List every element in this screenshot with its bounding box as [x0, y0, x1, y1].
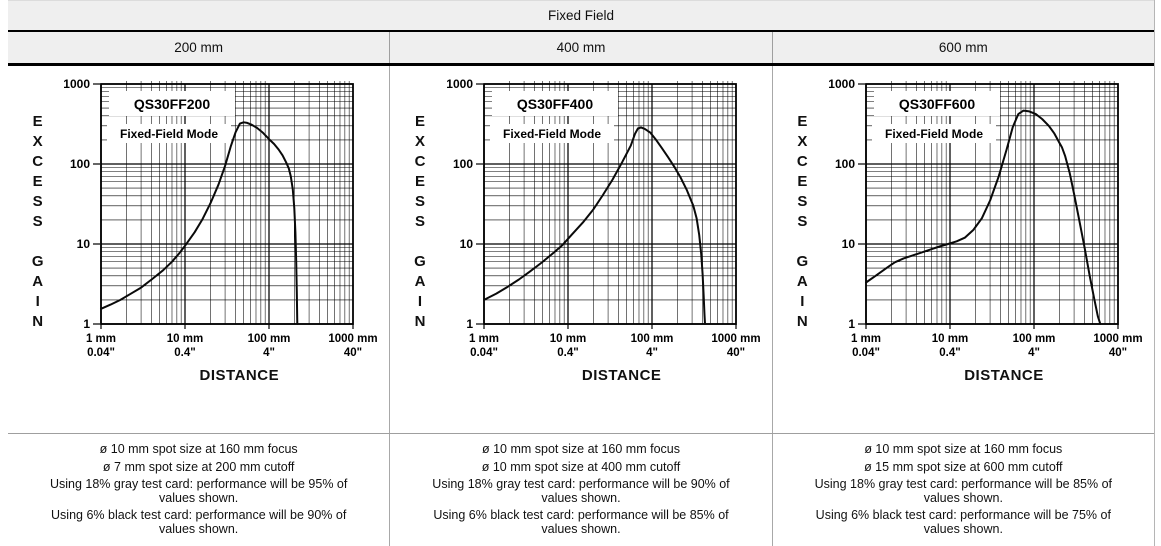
svg-text:Fixed-Field Mode: Fixed-Field Mode [120, 127, 218, 141]
excess-gain-chart-qs30ff400: QS30FF400 Fixed-Field Mode 1 10 100 1000 1 mm 0… [446, 77, 760, 359]
svg-text:1000: 1000 [64, 77, 91, 91]
chart-area-400mm: E X C E S S G A I N QS30FF400 Fixed-Field… [390, 72, 771, 384]
column-header-200mm: 200 mm [8, 32, 391, 63]
svg-text:4": 4" [1028, 347, 1040, 359]
svg-text:1000 mm: 1000 mm [711, 333, 760, 345]
column-header-400mm: 400 mm [390, 32, 773, 63]
notes-200mm: ø 10 mm spot size at 160 mm focus ø 7 mm… [8, 434, 391, 546]
svg-text:100 mm: 100 mm [630, 333, 673, 345]
note-spot-focus: ø 10 mm spot size at 160 mm focus [481, 442, 680, 456]
svg-text:0.04": 0.04" [470, 347, 498, 359]
note-black-card: Using 6% black test card: performance wi… [51, 508, 347, 536]
svg-text:10 mm: 10 mm [167, 333, 203, 345]
notes-600mm: ø 10 mm spot size at 160 mm focus ø 15 m… [773, 434, 1154, 546]
svg-text:1: 1 [466, 317, 473, 331]
svg-text:100: 100 [453, 157, 473, 171]
svg-text:10: 10 [77, 237, 91, 251]
y-axis-label-excess-gain: E X C E S S G A I N [414, 113, 426, 330]
svg-text:Fixed-Field Mode: Fixed-Field Mode [503, 127, 601, 141]
svg-text:1: 1 [848, 317, 855, 331]
table-title-row: Fixed Field [8, 0, 1154, 32]
svg-text:0.4": 0.4" [175, 347, 196, 359]
chart-area-600mm: E X C E S S G A I N QS30FF600 Fixed-Field… [773, 72, 1154, 384]
svg-text:1000 mm: 1000 mm [1093, 333, 1142, 345]
svg-text:100: 100 [70, 157, 90, 171]
note-gray-card: Using 18% gray test card: performance wi… [814, 477, 1112, 505]
svg-text:QS30FF600: QS30FF600 [899, 96, 975, 112]
notes-row: ø 10 mm spot size at 160 mm focus ø 7 mm… [8, 433, 1154, 546]
svg-text:10: 10 [842, 237, 856, 251]
svg-text:1000: 1000 [828, 77, 855, 91]
y-axis-label-excess-gain: E X C E S S G A I N [796, 113, 809, 330]
note-gray-card: Using 18% gray test card: performance wi… [49, 477, 348, 505]
svg-text:4": 4" [263, 347, 275, 359]
svg-text:100 mm: 100 mm [248, 333, 291, 345]
excess-gain-chart-qs30ff600: QS30FF600 Fixed-Field Mode 1 10 100 1000 1 mm 0… [828, 77, 1142, 359]
chart-panel-600mm: E X C E S S G A I N QS30FF600 Fixed-Field… [773, 66, 1154, 433]
note-spot-focus: ø 10 mm spot size at 160 mm focus [99, 442, 298, 456]
svg-text:0.4": 0.4" [557, 347, 578, 359]
svg-text:1000: 1000 [446, 77, 473, 91]
svg-text:1 mm: 1 mm [851, 333, 881, 345]
table-title: Fixed Field [547, 8, 615, 23]
svg-text:0.4": 0.4" [939, 347, 960, 359]
svg-text:1000 mm: 1000 mm [329, 333, 378, 345]
svg-text:10: 10 [459, 237, 473, 251]
chart-column-200mm: QS30FF200 Fixed-Field Mode 1 10 100 1000 1 mm 0… [53, 72, 389, 384]
notes-400mm: ø 10 mm spot size at 160 mm focus ø 10 m… [390, 434, 773, 546]
svg-text:4": 4" [646, 347, 658, 359]
chart-area-200mm: E X C E S S G A I N QS30FF200 Fixed-Field… [8, 72, 389, 384]
note-gray-card: Using 18% gray test card: performance wi… [432, 477, 730, 505]
note-spot-cutoff: ø 15 mm spot size at 600 mm cutoff [864, 459, 1063, 474]
svg-text:0.04": 0.04" [852, 347, 880, 359]
svg-text:1 mm: 1 mm [469, 333, 499, 345]
note-black-card: Using 6% black test card: performance wi… [433, 508, 729, 536]
svg-text:40": 40" [344, 347, 362, 359]
svg-text:10 mm: 10 mm [932, 333, 968, 345]
charts-row: E X C E S S G A I N QS30FF200 Fixed-Field… [8, 66, 1154, 433]
chart-column-400mm: QS30FF400 Fixed-Field Mode 1 10 100 1000 1 mm 0… [436, 72, 772, 384]
x-axis-label-distance: DISTANCE [964, 367, 1044, 384]
svg-text:1: 1 [84, 317, 91, 331]
column-header-row: 200 mm 400 mm 600 mm [8, 32, 1154, 66]
svg-text:40": 40" [727, 347, 745, 359]
note-black-card: Using 6% black test card: performance wi… [815, 508, 1111, 536]
x-axis-label-distance: DISTANCE [581, 367, 662, 384]
svg-text:0.04": 0.04" [87, 347, 115, 359]
chart-panel-400mm: E X C E S S G A I N QS30FF400 Fixed-Field… [390, 66, 773, 433]
chart-column-600mm: QS30FF600 Fixed-Field Mode 1 10 100 1000 1 mm 0… [818, 72, 1154, 384]
svg-text:1 mm: 1 mm [86, 333, 116, 345]
svg-text:40": 40" [1109, 347, 1127, 359]
column-header-600mm: 600 mm [938, 40, 988, 55]
svg-text:100: 100 [835, 157, 855, 171]
x-axis-label-distance: DISTANCE [199, 367, 280, 384]
svg-text:10 mm: 10 mm [549, 333, 585, 345]
y-axis-label-excess-gain: E X C E S S G A I N [31, 113, 44, 330]
svg-text:Fixed-Field Mode: Fixed-Field Mode [885, 127, 983, 141]
svg-text:QS30FF200: QS30FF200 [134, 96, 210, 112]
svg-text:100 mm: 100 mm [1013, 333, 1056, 345]
chart-panel-200mm: E X C E S S G A I N QS30FF200 Fixed-Field… [8, 66, 391, 433]
fixed-field-table: Fixed Field 200 mm 400 mm 600 mm E X C E… [8, 0, 1155, 546]
excess-gain-chart-qs30ff200: QS30FF200 Fixed-Field Mode 1 10 100 1000 1 mm 0… [64, 77, 378, 359]
note-spot-focus: ø 10 mm spot size at 160 mm focus [864, 442, 1063, 456]
note-spot-cutoff: ø 7 mm spot size at 200 mm cutoff [102, 459, 295, 474]
svg-text:QS30FF400: QS30FF400 [517, 96, 593, 112]
note-spot-cutoff: ø 10 mm spot size at 400 mm cutoff [481, 459, 681, 474]
